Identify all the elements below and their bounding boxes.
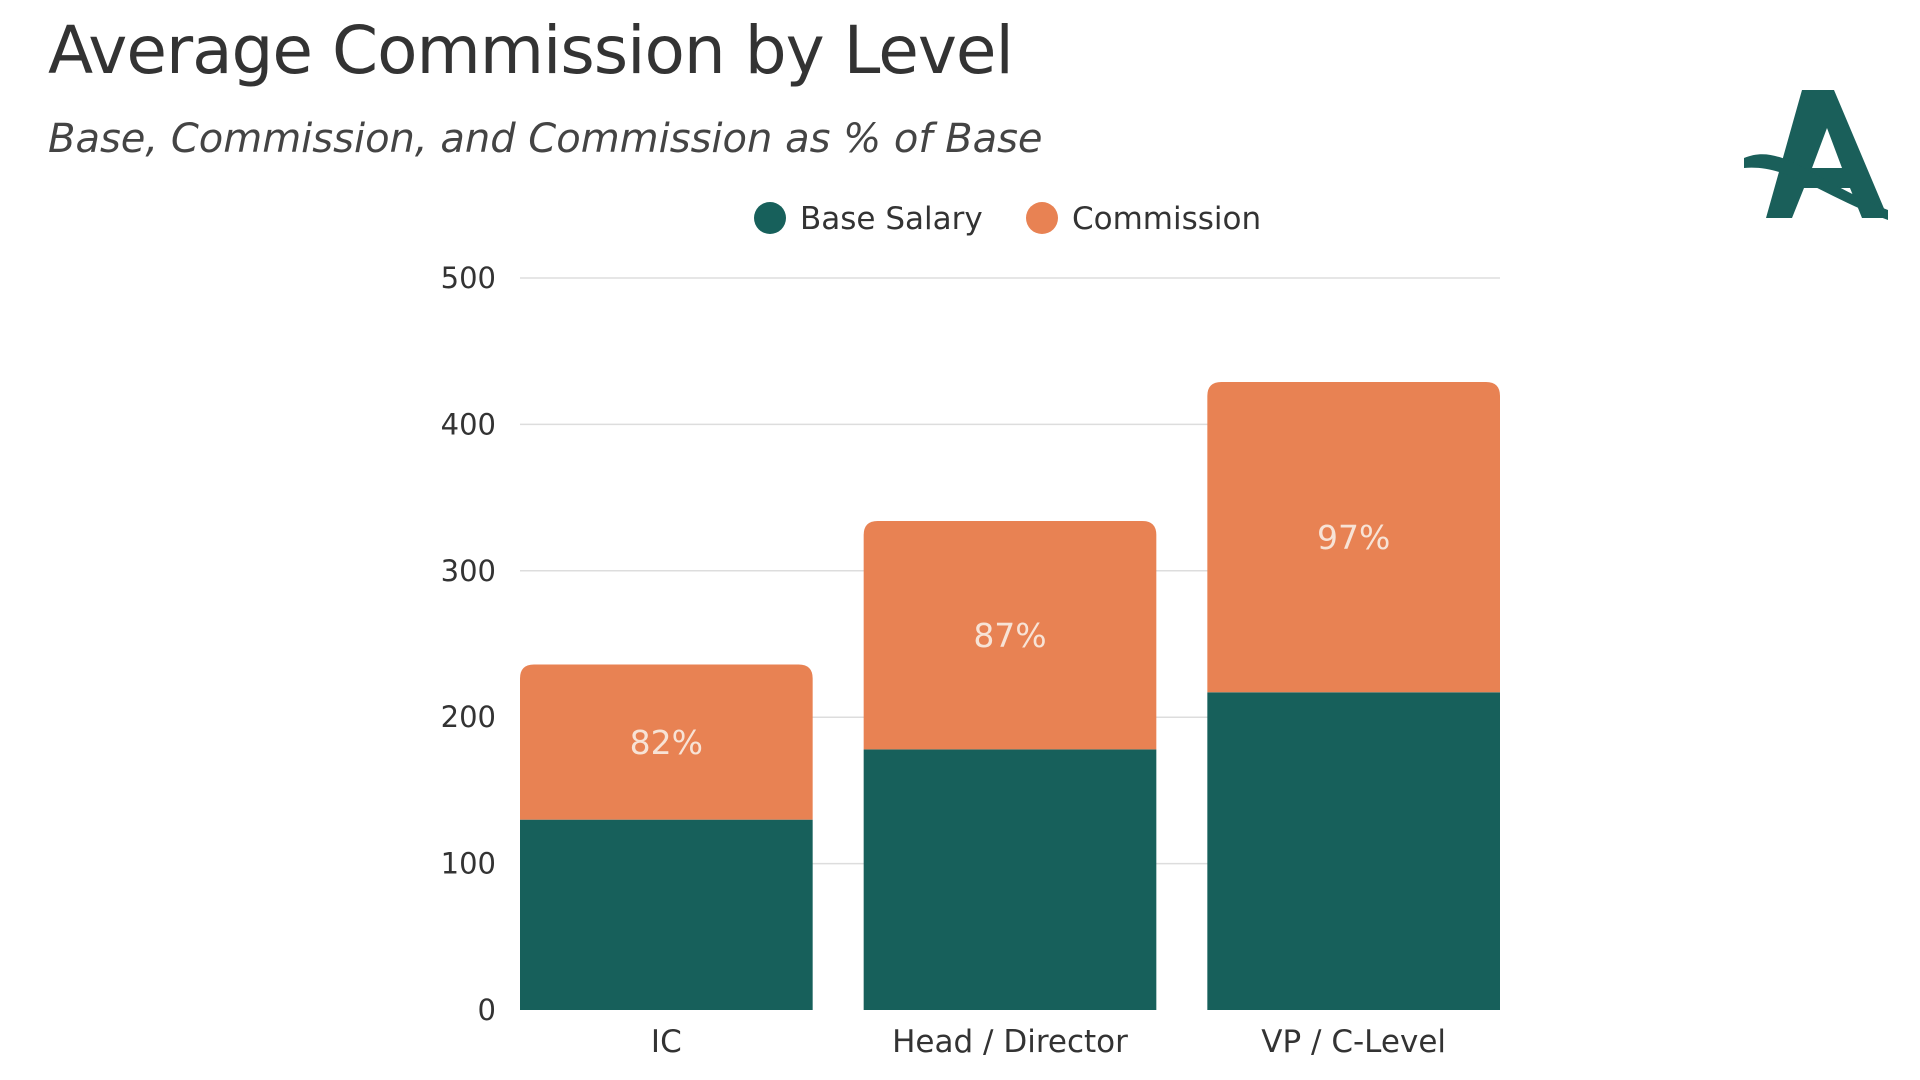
y-tick-label: 200	[441, 700, 496, 734]
bar-segment-commission	[520, 664, 813, 820]
chart-subtitle: Base, Commission, and Commission as % of…	[48, 116, 1043, 162]
x-category-label: Head / Director	[892, 1024, 1128, 1060]
legend: Base Salary Commission	[754, 201, 1261, 237]
chart-title: Average Commission by Level	[48, 12, 1014, 89]
bar-segment-base-salary	[1207, 692, 1500, 1010]
y-tick-label: 0	[478, 993, 496, 1027]
y-tick-label: 500	[441, 261, 496, 295]
bar-segment-commission	[863, 521, 1157, 750]
legend-swatch	[754, 202, 786, 234]
brand-a-logo-icon	[1744, 90, 1888, 220]
x-category-label: IC	[651, 1024, 682, 1060]
bar-data-label: 82%	[630, 723, 703, 762]
bar-data-label: 97%	[1317, 518, 1390, 557]
x-axis-labels: IC Head / Director VP / C-Level	[651, 1024, 1446, 1060]
legend-label: Commission	[1072, 201, 1261, 237]
x-category-label: VP / C-Level	[1261, 1024, 1446, 1060]
legend-label: Base Salary	[800, 201, 983, 237]
bars	[520, 381, 1500, 1010]
bar-data-label: 87%	[973, 616, 1046, 655]
bar-segment-base-salary	[520, 819, 813, 1010]
y-tick-label: 100	[441, 847, 496, 881]
data-labels: 82% 87% 97%	[630, 518, 1391, 762]
bar-segment-commission	[1207, 381, 1500, 693]
y-tick-label: 400	[441, 407, 496, 441]
y-axis-ticks: 0 100 200 300 400 500	[441, 261, 496, 1027]
legend-swatch	[1026, 202, 1058, 234]
bar-segment-base-salary	[863, 749, 1157, 1010]
y-tick-label: 300	[441, 554, 496, 588]
